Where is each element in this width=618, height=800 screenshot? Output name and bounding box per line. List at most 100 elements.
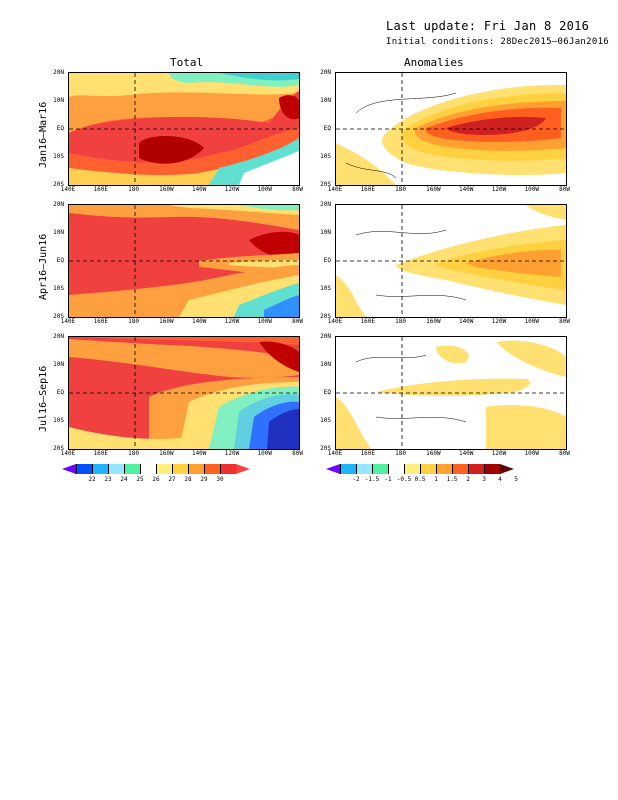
colorbar-label: 1.5 (446, 476, 458, 483)
colorbar-label: -1 (384, 476, 392, 483)
colorbar-label: 30 (216, 476, 224, 483)
x-tick-label: 140W (458, 318, 474, 325)
x-tick-label: 180 (395, 186, 407, 193)
colorbar-label: 1 (434, 476, 438, 483)
anomaly-map-apr-jun (335, 204, 567, 318)
x-tick-label: 180 (128, 318, 140, 325)
x-tick-label: 140W (458, 186, 474, 193)
colorbar-label: -1.5 (364, 476, 380, 483)
x-tick-label: 120W (491, 186, 507, 193)
colorbar-label: 2 (466, 476, 470, 483)
x-tick-label: 180 (128, 450, 140, 457)
colorbar-label: 3 (482, 476, 486, 483)
x-tick-label: 80W (292, 318, 304, 325)
x-tick-label: 140W (191, 450, 207, 457)
y-tick-label: 20N (320, 201, 331, 208)
colorbar-segment (108, 464, 124, 474)
x-tick-label: 140E (327, 318, 343, 325)
colorbar-segment (156, 464, 172, 474)
total-column-title: Total (170, 56, 204, 69)
y-tick-label: 10S (320, 153, 331, 160)
x-tick-label: 160W (426, 186, 441, 193)
colorbar-label: -2 (352, 476, 360, 483)
colorbar-segment (468, 464, 484, 474)
colorbar-label: 25 (136, 476, 144, 483)
y-tick-label: 10S (320, 417, 331, 424)
anomaly-map-jan-mar (335, 72, 567, 186)
y-tick-label: 10S (53, 153, 64, 160)
last-update-label: Last update: Fri Jan 8 2016 (386, 19, 590, 33)
x-tick-label: 160E (93, 450, 109, 457)
x-tick-label: 80W (292, 450, 304, 457)
colorbar-segment (404, 464, 420, 474)
colorbar-segment (484, 464, 500, 474)
x-tick-label: 80W (292, 186, 304, 193)
y-tick-label: 20N (320, 69, 331, 76)
colorbar-segment (172, 464, 188, 474)
colorbar-segment (204, 464, 220, 474)
y-tick-label: 20S (53, 313, 64, 320)
colorbar-segment (372, 464, 388, 474)
x-tick-label: 80W (559, 186, 571, 193)
x-tick-label: 140E (60, 186, 76, 193)
y-tick-label: EQ (56, 257, 64, 264)
y-tick-label: 20N (53, 333, 64, 340)
y-tick-label: 10S (53, 285, 64, 292)
x-tick-label: 160E (93, 186, 109, 193)
colorbar-label: 0.5 (414, 476, 426, 483)
x-tick-label: 100W (524, 450, 540, 457)
x-tick-label: 120W (491, 318, 507, 325)
colorbar-arrow-left (326, 464, 340, 474)
x-tick-label: 140W (191, 186, 207, 193)
x-tick-label: 100W (257, 186, 273, 193)
colorbar-arrow-right (236, 464, 250, 474)
y-tick-label: EQ (323, 389, 331, 396)
x-tick-label: 180 (395, 318, 407, 325)
colorbar-segment (388, 464, 404, 474)
colorbar-label: 23 (104, 476, 112, 483)
x-tick-label: 180 (395, 450, 407, 457)
x-tick-label: 140E (60, 318, 76, 325)
y-tick-label: 20S (53, 181, 64, 188)
y-tick-label: EQ (56, 125, 64, 132)
x-tick-label: 160E (360, 186, 376, 193)
total-colorbar (62, 464, 250, 474)
y-tick-label: 20S (53, 445, 64, 452)
x-tick-label: 120W (491, 450, 507, 457)
x-tick-label: 120W (224, 450, 240, 457)
x-tick-label: 140E (327, 450, 343, 457)
x-tick-label: 80W (559, 318, 571, 325)
y-tick-label: 20S (320, 181, 331, 188)
colorbar-segment (356, 464, 372, 474)
total-map-jul-sep (68, 336, 300, 450)
y-tick-label: 20S (320, 445, 331, 452)
x-tick-label: 100W (524, 186, 540, 193)
x-tick-label: 160W (426, 318, 441, 325)
y-tick-label: EQ (323, 125, 331, 132)
initial-conditions-label: Initial conditions: 28Dec2015–06Jan2016 (386, 37, 610, 47)
colorbar-label: -0.5 (396, 476, 412, 483)
x-tick-label: 160E (93, 318, 109, 325)
y-tick-label: 10N (53, 229, 64, 236)
x-tick-label: 180 (128, 186, 140, 193)
colorbar-segment (124, 464, 140, 474)
x-tick-label: 160E (360, 450, 376, 457)
colorbar-label: 24 (120, 476, 128, 483)
y-tick-label: 10N (53, 361, 64, 368)
colorbar-segment (452, 464, 468, 474)
x-tick-label: 120W (224, 318, 240, 325)
x-tick-label: 160W (159, 186, 174, 193)
x-tick-label: 160W (426, 450, 441, 457)
x-tick-label: 160W (159, 318, 174, 325)
colorbar-label: 4 (498, 476, 502, 483)
x-tick-label: 100W (524, 318, 540, 325)
colorbar-segment (140, 464, 156, 474)
y-tick-label: EQ (323, 257, 331, 264)
colorbar-label: 28 (184, 476, 192, 483)
y-tick-label: 10S (53, 417, 64, 424)
y-tick-label: 10N (320, 361, 331, 368)
colorbar-arrow-right (500, 464, 514, 474)
y-tick-label: 20N (53, 69, 64, 76)
y-tick-label: 10S (320, 285, 331, 292)
colorbar-segment (92, 464, 108, 474)
